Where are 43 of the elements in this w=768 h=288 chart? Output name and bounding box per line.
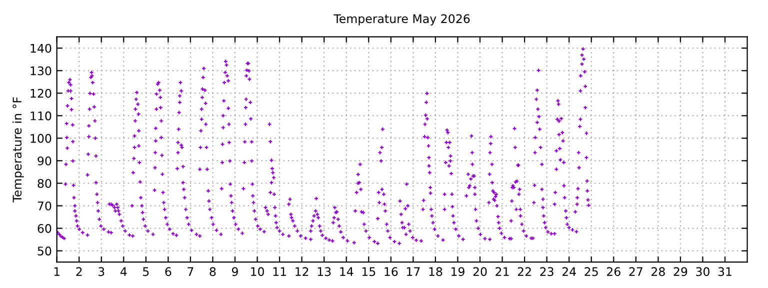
x-tick-label: 26 [606,267,620,276]
x-tick-label: 10 [251,267,264,276]
x-tick-label: 11 [273,267,286,276]
y-tick-label: 60 [38,224,52,233]
y-tick-label: 90 [38,156,52,166]
x-tick-label: 14 [340,267,354,276]
y-tick-label: 50 [38,246,52,256]
x-tick-label: 20 [473,267,487,276]
x-tick-label: 24 [562,267,576,276]
y-tick-label: 140 [30,44,52,53]
x-tick-label: 25 [584,267,598,276]
x-tick-label: 27 [629,267,642,276]
x-tick-label: 9 [232,267,238,276]
x-tick-label: 1 [54,267,60,276]
x-tick-label: 17 [406,267,420,276]
x-tick-label: 6 [165,267,172,276]
x-tick-label: 7 [188,267,194,276]
x-tick-label: 29 [674,267,688,276]
y-tick-label: 70 [38,202,52,210]
y-tick-label: 120 [30,88,52,98]
x-tick-label: 12 [296,267,308,276]
y-tick-label: 100 [30,134,52,143]
y-tick-label: 130 [30,66,52,76]
x-tick-label: 3 [98,267,104,276]
x-tick-label: 5 [143,267,149,276]
y-tick-label: 110 [30,111,52,120]
x-tick-label: 28 [652,267,665,276]
x-tick-label: 15 [362,267,376,276]
x-tick-label: 16 [384,267,398,276]
x-tick-label: 30 [696,267,710,276]
x-tick-label: 22 [518,267,531,276]
x-tick-label: 23 [540,267,554,276]
y-tick-label: 80 [38,178,52,188]
x-tick-label: 21 [496,267,509,276]
x-tick-label: 13 [318,267,331,276]
x-tick-label: 2 [76,267,82,276]
x-tick-label: 8 [210,267,216,276]
x-tick-label: 4 [120,267,127,276]
x-tick-label: 19 [452,267,464,276]
chart-title: Temperature May 2026 [334,14,470,26]
x-tick-label: 31 [718,267,732,276]
y-axis-title: Temperature in °F [12,97,24,202]
x-tick-label: 18 [429,267,442,276]
